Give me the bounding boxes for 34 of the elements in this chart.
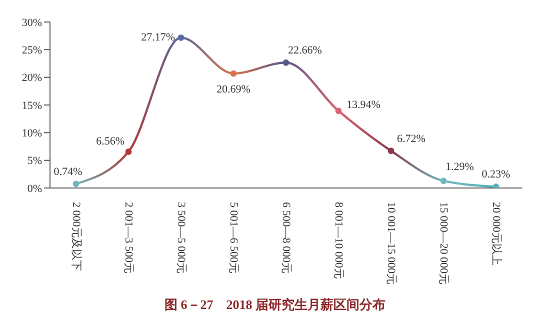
point	[388, 148, 394, 154]
data-label: 13.94%	[346, 98, 380, 111]
point	[125, 148, 132, 155]
point	[335, 108, 342, 114]
data-label: 0.23%	[482, 168, 510, 181]
text: 图 6－27 2018 届研究生月薪区间分布	[164, 296, 386, 314]
point	[282, 59, 290, 66]
point	[440, 178, 447, 184]
x-tick-label: 6 500—8 000元	[280, 202, 292, 274]
x-tick-label: 3 500—5 000元	[175, 202, 187, 274]
y-tick-label: 15%	[22, 100, 42, 112]
x-tick-label: 15 000—20 000元	[438, 202, 450, 284]
data-label: 20.69%	[216, 84, 250, 96]
x-tick-label: 2 000元及以下	[70, 202, 83, 271]
data-label: 6.56%	[96, 136, 124, 148]
x-tick-label: 20 000元以上	[490, 202, 503, 266]
y-tick-label: 10%	[22, 128, 42, 140]
x-tick-label: 8 001—10 000元	[332, 202, 344, 279]
y-tick-label: 30%	[22, 16, 42, 29]
point	[230, 70, 237, 77]
y-tick-label: 20%	[22, 72, 42, 84]
x-tick-label: 2 001—3 500元	[122, 202, 134, 274]
x-tick-label: 5 001—6 500元	[228, 202, 240, 274]
y-tick-label: 25%	[22, 44, 42, 57]
point	[178, 34, 184, 41]
data-label: 22.66%	[288, 44, 322, 57]
point	[72, 180, 80, 188]
y-tick-label: 0%	[27, 182, 42, 195]
x-tick-label: 10 001—15 000元	[385, 202, 397, 284]
data-label: 6.72%	[397, 132, 426, 145]
data-label: 1.29%	[446, 160, 474, 173]
data-label: 0.74%	[54, 166, 82, 178]
data-label: 27.17%	[141, 32, 175, 44]
y-tick-label: 5%	[27, 155, 42, 168]
